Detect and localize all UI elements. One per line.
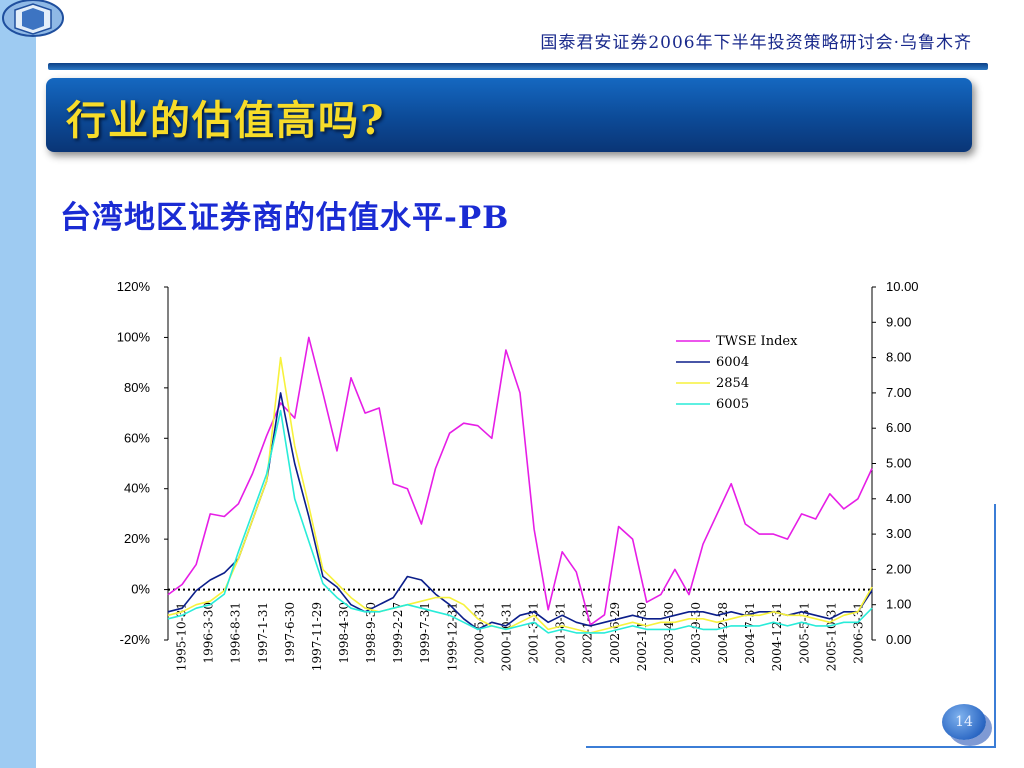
legend-label: TWSE Index [716,334,798,349]
x-tick-label: 1995-10-31 [175,602,189,671]
left-tick-label: 40% [124,481,150,496]
x-tick-label: 2000-10-31 [499,602,513,671]
chart-series [167,336,873,634]
left-tick-label: 80% [124,380,150,395]
x-tick-label: 1997-1-31 [256,602,270,664]
x-tick-label: 2004-2-28 [716,602,730,664]
right-tick-label: 5.00 [886,456,911,471]
right-tick-label: 1.00 [886,597,911,612]
x-tick-label: 2004-7-31 [743,602,757,664]
page-number-badge: 14 [942,704,986,740]
left-accent-bar [0,0,36,768]
x-tick-label: 1998-9-30 [364,602,378,664]
legend-label: 2854 [716,376,749,391]
right-tick-label: 2.00 [886,561,911,576]
series-line-2 [167,356,873,634]
x-tick-label: 1996-8-31 [229,602,243,664]
decor-bottom-line [586,746,994,748]
x-tick-label: 1999-7-31 [418,602,432,664]
series-line-1 [167,392,873,631]
left-tick-label: 100% [117,329,151,344]
x-tick-label: 2005-5-31 [797,602,811,664]
decor-vertical-line [994,504,996,748]
chart-legend: TWSE Index 6004 2854 6005 [676,334,798,412]
x-tick-label: 2003-4-30 [662,602,676,664]
right-tick-label: 6.00 [886,420,911,435]
x-tick-label: 1998-4-30 [337,602,351,664]
slide-title: 行业的估值高吗? [66,97,386,144]
x-tick-label: 1997-6-30 [283,602,297,664]
x-tick-label: 2000-5-31 [472,602,486,664]
right-tick-label: 8.00 [886,350,911,365]
x-tick-label: 2004-12-31 [770,602,784,671]
left-tick-label: 0% [131,582,150,597]
right-tick-label: 4.00 [886,491,911,506]
right-tick-label: 10.00 [886,279,919,294]
series-line-3 [167,409,873,634]
right-tick-label: 0.00 [886,632,911,647]
x-tick-label: 1997-11-29 [310,602,324,671]
right-tick-label: 3.00 [886,526,911,541]
x-tick-label: 2003-9-30 [689,602,703,664]
x-tick-label: 1996-3-30 [202,602,216,664]
legend-label: 6004 [716,355,749,370]
header-divider [48,63,988,70]
left-tick-label: 60% [124,430,150,445]
x-tick-label: 1999-2-27 [391,602,405,664]
x-tick-label: 2002-6-29 [608,602,622,664]
x-tick-label: 2001-8-31 [554,602,568,664]
right-tick-label: 7.00 [886,385,911,400]
event-header: 国泰君安证券2006年下半年投资策略研讨会·乌鲁木齐 [540,33,972,53]
right-tick-label: 9.00 [886,314,911,329]
logo-icon [2,0,64,37]
x-tick-label: 1999-12-31 [445,602,459,671]
left-tick-label: -20% [120,632,151,647]
chart-axes: 120% 100% 80% 60% 40% 20% 0% -20% 10.00 9.00 8.00 7… [117,279,919,671]
x-tick-label: 2002-11-30 [635,602,649,671]
chart-subtitle: 台湾地区证券商的估值水平-PB [60,200,510,236]
left-tick-label: 20% [124,531,150,546]
left-tick-label: 120% [117,279,151,294]
title-banner: 行业的估值高吗? [46,78,972,152]
series-line-0 [167,336,873,626]
legend-label: 6005 [716,397,749,412]
x-tick-label: 2005-10-31 [824,602,838,671]
